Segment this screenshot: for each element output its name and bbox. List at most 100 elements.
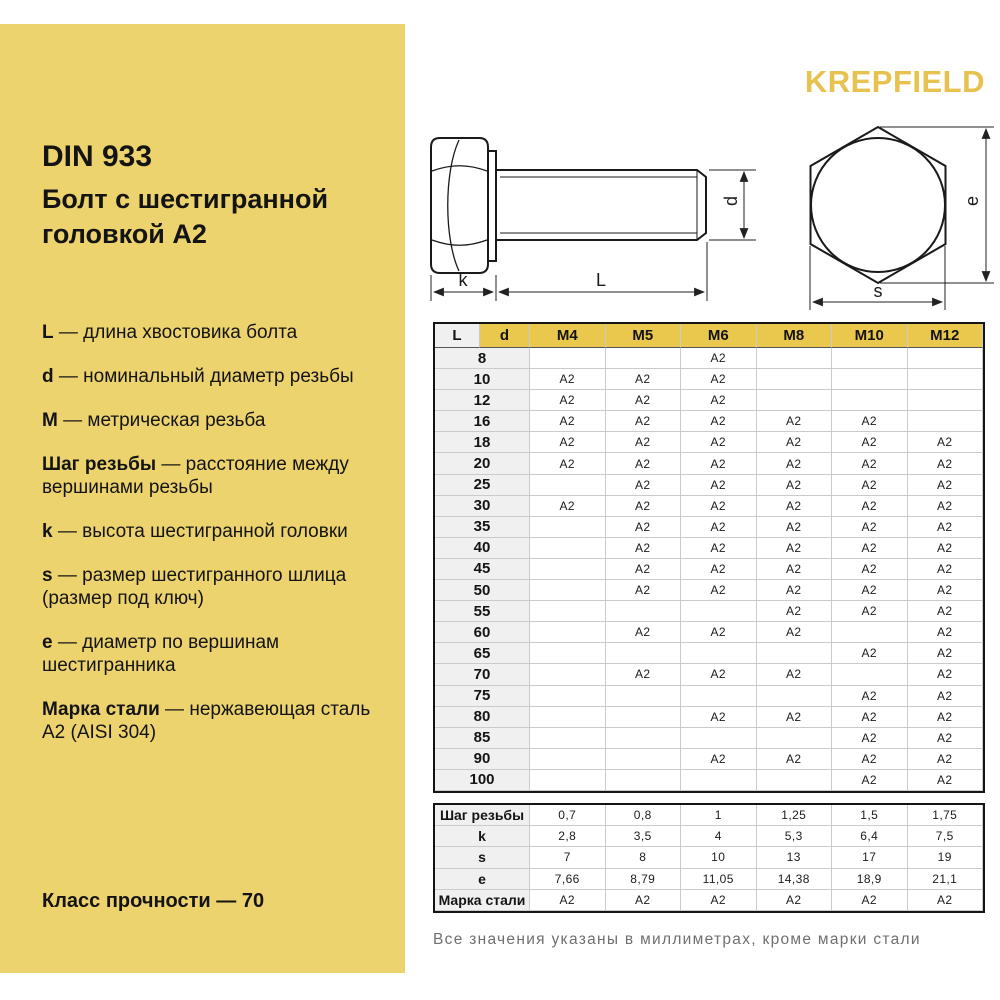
availability-cell: A2 bbox=[605, 664, 681, 686]
spec-value-cell: 19 bbox=[907, 847, 983, 869]
definition-term: M bbox=[42, 410, 58, 431]
front-view-dimensions bbox=[809, 126, 994, 310]
spec-value-cell: A2 bbox=[907, 889, 983, 911]
availability-cell: A2 bbox=[756, 537, 832, 559]
availability-cell: A2 bbox=[681, 495, 757, 517]
availability-cell: A2 bbox=[907, 558, 983, 581]
empty-cell bbox=[907, 411, 983, 433]
empty-cell bbox=[530, 727, 606, 749]
row-label-10: 10 bbox=[435, 369, 530, 391]
empty-cell bbox=[832, 622, 908, 644]
availability-cell: A2 bbox=[756, 495, 832, 517]
empty-cell bbox=[832, 390, 908, 412]
availability-cell: A2 bbox=[681, 580, 757, 602]
availability-cell: A2 bbox=[681, 664, 757, 686]
availability-cell: A2 bbox=[756, 453, 832, 475]
dim-label-e: e bbox=[962, 196, 982, 206]
availability-cell: A2 bbox=[530, 390, 606, 412]
row-label-25: 25 bbox=[435, 474, 530, 496]
availability-cell: A2 bbox=[681, 537, 757, 559]
availability-cell: A2 bbox=[832, 685, 908, 707]
availability-cell: A2 bbox=[907, 432, 983, 454]
empty-cell bbox=[756, 390, 832, 412]
spec-value-cell: 1,75 bbox=[907, 805, 983, 827]
spec-value-cell: 8 bbox=[605, 847, 681, 869]
definition-text: — диаметр по вершинам шестигранника bbox=[42, 632, 280, 676]
availability-cell: A2 bbox=[907, 474, 983, 496]
availability-cell: A2 bbox=[681, 348, 757, 370]
col-header-M12: M12 bbox=[907, 324, 983, 348]
col-header-d: d bbox=[480, 324, 530, 348]
empty-cell bbox=[907, 348, 983, 370]
definition-text: — метрическая резьба bbox=[57, 410, 266, 431]
definition-item: Шаг резьбы — расстояние между вершинами … bbox=[42, 453, 382, 499]
spec-value-cell: 3,5 bbox=[605, 826, 681, 848]
availability-cell: A2 bbox=[681, 411, 757, 433]
availability-cell: A2 bbox=[605, 474, 681, 496]
empty-cell bbox=[530, 601, 606, 623]
availability-cell: A2 bbox=[530, 369, 606, 391]
availability-cell: A2 bbox=[907, 622, 983, 644]
side-view-dimensions bbox=[430, 169, 756, 301]
spec-value-cell: 0,8 bbox=[605, 805, 681, 827]
availability-cell: A2 bbox=[605, 495, 681, 517]
row-label-20: 20 bbox=[435, 453, 530, 475]
col-header-M6: M6 bbox=[681, 324, 757, 348]
spec-value-cell: 7,5 bbox=[907, 826, 983, 848]
bolt-side-view bbox=[430, 137, 707, 274]
availability-cell: A2 bbox=[832, 727, 908, 749]
empty-cell bbox=[605, 685, 681, 707]
definition-text: — нержавеющая сталь А2 (AISI 304) bbox=[42, 699, 371, 743]
row-label-55: 55 bbox=[435, 601, 530, 623]
empty-cell bbox=[530, 643, 606, 665]
spec-value-cell: 11,05 bbox=[681, 868, 757, 890]
dim-label-L: L bbox=[596, 270, 606, 290]
empty-cell bbox=[530, 748, 606, 770]
row-label-30: 30 bbox=[435, 495, 530, 517]
spec-value-cell: 18,9 bbox=[832, 868, 908, 890]
spec-value-cell: 6,4 bbox=[832, 826, 908, 848]
definition-item: d — номинальный диаметр резьбы bbox=[42, 365, 382, 388]
row-label-65: 65 bbox=[435, 643, 530, 665]
spec-value-cell: A2 bbox=[681, 889, 757, 911]
strength-class-label: Класс прочности — 70 bbox=[42, 890, 265, 912]
empty-cell bbox=[756, 369, 832, 391]
availability-cell: A2 bbox=[756, 664, 832, 686]
availability-cell: A2 bbox=[832, 706, 908, 728]
empty-cell bbox=[605, 706, 681, 728]
availability-cell: A2 bbox=[832, 516, 908, 538]
spec-row-label: k bbox=[435, 826, 530, 848]
definition-term: e bbox=[42, 632, 53, 653]
definition-term: d bbox=[42, 366, 54, 387]
availability-cell: A2 bbox=[756, 622, 832, 644]
availability-cell: A2 bbox=[605, 390, 681, 412]
availability-cell: A2 bbox=[681, 748, 757, 770]
empty-cell bbox=[756, 348, 832, 370]
spec-value-cell: 8,79 bbox=[605, 868, 681, 890]
availability-cell: A2 bbox=[907, 706, 983, 728]
empty-cell bbox=[605, 727, 681, 749]
empty-cell bbox=[530, 580, 606, 602]
spec-row-label: Шаг резьбы bbox=[435, 805, 530, 827]
availability-cell: A2 bbox=[907, 769, 983, 791]
availability-cell: A2 bbox=[907, 685, 983, 707]
availability-cell: A2 bbox=[832, 432, 908, 454]
empty-cell bbox=[832, 664, 908, 686]
availability-cell: A2 bbox=[907, 664, 983, 686]
spec-row-label: s bbox=[435, 847, 530, 869]
spec-value-cell: 17 bbox=[832, 847, 908, 869]
spec-value-cell: 4 bbox=[681, 826, 757, 848]
definition-term: Шаг резьбы bbox=[42, 454, 157, 475]
col-header-L: L bbox=[435, 324, 480, 348]
empty-cell bbox=[756, 643, 832, 665]
yellow-side-panel: DIN 933 Болт с шестигранной головкой А2 … bbox=[0, 24, 405, 973]
availability-cell: A2 bbox=[605, 558, 681, 581]
availability-cell: A2 bbox=[681, 706, 757, 728]
availability-cell: A2 bbox=[681, 474, 757, 496]
availability-cell: A2 bbox=[756, 706, 832, 728]
availability-cell: A2 bbox=[756, 516, 832, 538]
definition-text: — расстояние между вершинами резьбы bbox=[42, 454, 349, 498]
row-label-80: 80 bbox=[435, 706, 530, 728]
definitions-list: L — длина хвостовика болта d — номинальн… bbox=[42, 321, 382, 765]
